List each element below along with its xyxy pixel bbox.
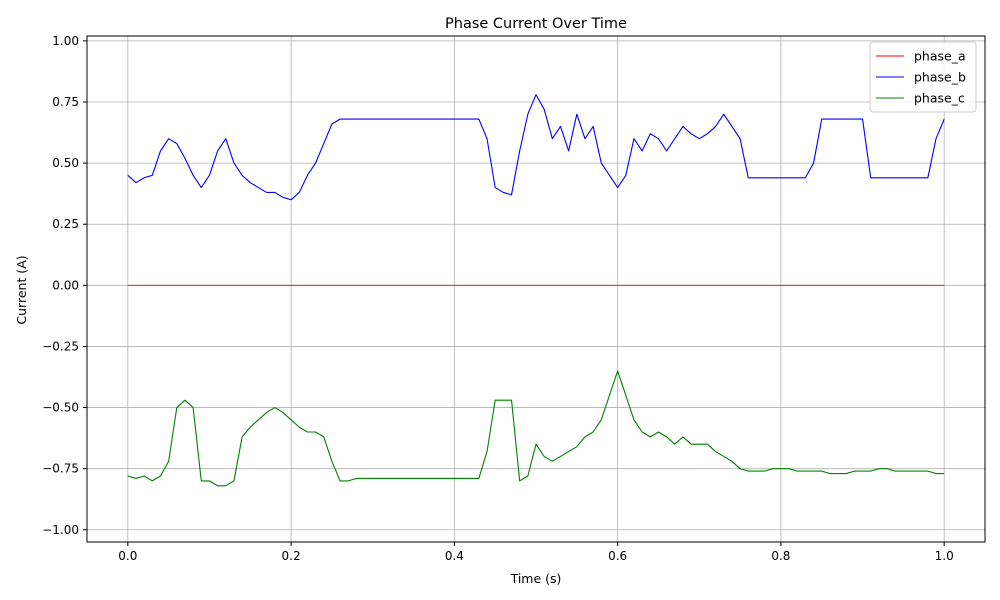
series-line-phase-b — [127, 94, 945, 201]
plot-frame — [86, 35, 986, 543]
x-tick-label: 0.2 — [282, 549, 301, 563]
chart-title: Phase Current Over Time — [445, 16, 627, 32]
y-axis-label: Current (A) — [14, 255, 29, 324]
y-tick-label: 0.50 — [52, 156, 79, 170]
y-tick-label: −0.25 — [42, 339, 79, 353]
x-axis: 0.0 0.2 0.4 0.6 0.8 1.0 — [118, 542, 954, 563]
x-tick-label: 0.4 — [445, 549, 464, 563]
y-tick-label: 1.00 — [52, 34, 79, 48]
y-tick-label: −0.50 — [42, 401, 79, 415]
x-tick-label: 0.0 — [118, 549, 137, 563]
legend-label-phase-a: phase_a — [914, 49, 966, 64]
x-tick-label: 0.8 — [771, 549, 790, 563]
y-axis: −1.00 −0.75 −0.50 −0.25 0.00 0.25 0.50 0.75 1.00 — [42, 34, 87, 537]
legend: phase_a phase_b phase_c — [869, 41, 977, 113]
series-line-phase-c — [127, 370, 945, 487]
x-axis-label: Time (s) — [510, 571, 562, 586]
y-tick-label: −0.75 — [42, 462, 79, 476]
y-tick-label: 0.00 — [52, 278, 79, 292]
y-tick-label: −1.00 — [42, 523, 79, 537]
legend-box — [869, 41, 977, 113]
x-tick-label: 1.0 — [935, 549, 954, 563]
series-layer — [127, 94, 945, 487]
y-tick-label: 0.25 — [52, 217, 79, 231]
y-tick-label: 0.75 — [52, 95, 79, 109]
legend-label-phase-b: phase_b — [914, 70, 966, 85]
x-tick-label: 0.6 — [608, 549, 627, 563]
legend-label-phase-c: phase_c — [914, 91, 965, 106]
